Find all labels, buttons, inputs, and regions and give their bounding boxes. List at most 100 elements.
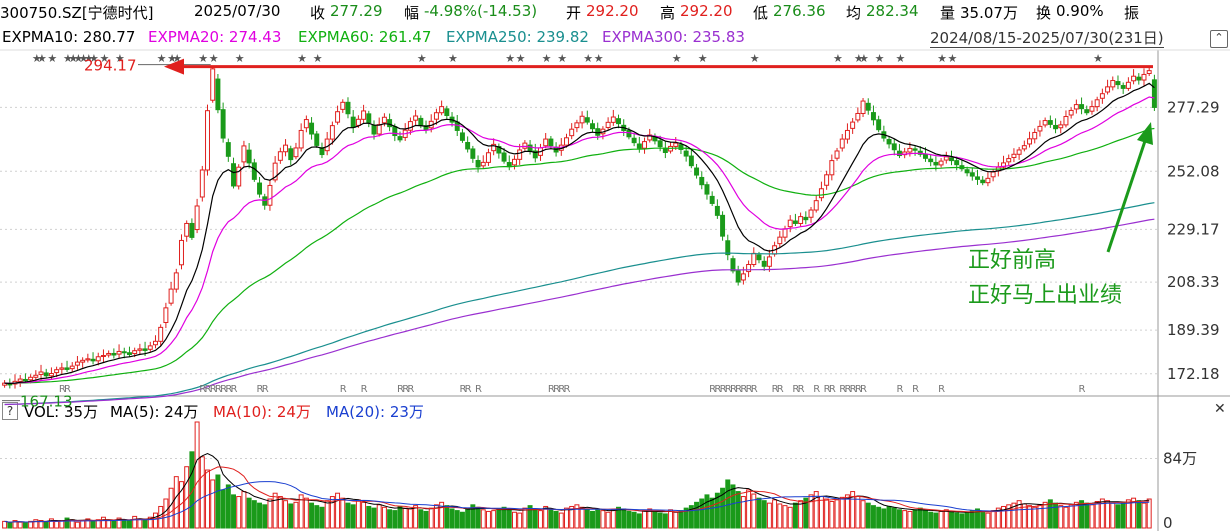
volume-bar [142, 519, 148, 529]
volume-bar [538, 510, 543, 529]
event-r-marker: R [798, 384, 805, 395]
candle-body [454, 121, 460, 131]
event-star-icon: ★ [542, 52, 552, 65]
volume-bar [1032, 506, 1038, 529]
event-r-marker: R [361, 384, 368, 395]
volume-bar [1058, 505, 1064, 529]
green-arrow-line [1106, 137, 1148, 253]
volume-bar [163, 498, 169, 529]
volume-bar [210, 479, 216, 529]
volume-bar [246, 497, 252, 529]
volume-bar [33, 519, 39, 529]
ema60-legend: EXPMA60: 261.47 [298, 28, 432, 46]
event-star-icon: ★ [79, 52, 89, 65]
date-range[interactable]: 2024/08/15-2025/07/30(231日) [930, 27, 1164, 48]
event-r-marker: R [772, 384, 779, 395]
event-star-icon: ★ [583, 52, 593, 65]
volume-bar [584, 509, 590, 529]
candle-body [272, 162, 278, 181]
candle-body [938, 160, 944, 166]
help-icon[interactable]: ? [2, 402, 18, 420]
volume-bar [792, 502, 798, 529]
candle-body [366, 113, 372, 124]
volume-bar [766, 502, 772, 529]
volume-bar [688, 505, 694, 529]
volume-bar [1011, 502, 1017, 529]
event-r-marker: R [210, 384, 217, 395]
candle-body [954, 160, 960, 166]
volume-bar [844, 494, 850, 529]
volume-bar [173, 476, 179, 529]
volume-bar [449, 508, 455, 529]
candle-body [595, 128, 601, 136]
event-r-marker: R [938, 384, 945, 395]
date-range-text: 2024/08/15-2025/07/30(231日) [930, 29, 1164, 47]
event-r-marker: R [751, 384, 758, 395]
candle-body [231, 163, 236, 187]
candle-body [485, 152, 491, 163]
volume-bar [590, 510, 595, 529]
candle-body [257, 182, 263, 195]
volume-bar [902, 510, 908, 529]
candle-body [132, 350, 138, 355]
candle-body [522, 142, 528, 149]
candle-body [100, 355, 106, 358]
event-r-marker: R [777, 384, 784, 395]
candle-body [798, 216, 804, 224]
candle-body [964, 169, 970, 174]
volume-bar [215, 474, 221, 529]
event-r-marker: R [714, 384, 721, 395]
event-star-icon: ★ [937, 52, 947, 65]
volume-bar [621, 508, 627, 529]
candle-body [345, 101, 351, 115]
candle-body [470, 148, 476, 159]
candle-body [714, 205, 720, 216]
candle-body [725, 240, 731, 256]
candle-body [1084, 109, 1090, 114]
candle-body [168, 288, 174, 304]
candle-body [969, 172, 975, 177]
candle-body [314, 133, 320, 146]
candle-body [584, 117, 590, 123]
volume-bar [631, 511, 637, 529]
close-label: 收 [310, 4, 326, 22]
price-tick-label: 189.39 [1167, 321, 1220, 339]
volume-bar [564, 507, 569, 529]
volume-bar [574, 504, 580, 529]
candle-body [782, 228, 788, 238]
volume-bar [485, 510, 491, 529]
volume-bar [43, 521, 49, 529]
candle-body [1151, 79, 1157, 108]
volume-bar [605, 511, 611, 529]
event-r-marker: R [860, 384, 867, 395]
volume-bar [803, 497, 809, 529]
volume-bar [241, 491, 247, 529]
candle-body [813, 200, 819, 211]
collapse-icon[interactable]: ⌃ [1210, 30, 1228, 48]
event-star-icon: ★ [99, 52, 109, 65]
volume-bar [652, 510, 658, 529]
volume-bar [761, 500, 767, 529]
event-star-icon: ★ [73, 52, 83, 65]
volume-bar [855, 496, 861, 529]
volume-bar [818, 496, 824, 529]
volume-bar [943, 509, 949, 529]
volume-legend: VOL: 35万 MA(5): 24万 MA(10): 24万 MA(20): … [0, 399, 1230, 421]
candle-body [860, 100, 866, 114]
candle-body [985, 177, 991, 184]
high-value: 292.20 [680, 2, 733, 20]
candle-body [147, 345, 153, 350]
candle-body [761, 260, 767, 267]
candle-body [194, 205, 200, 231]
volume-bar [376, 504, 382, 529]
volume-bar [324, 500, 330, 529]
volume-bar [912, 509, 918, 529]
volume-bar [985, 512, 991, 529]
volume-bar [64, 517, 70, 529]
volume-bar [111, 520, 117, 529]
candle-body [704, 184, 710, 195]
ma20-legend: MA(20): 23万 [326, 403, 424, 421]
candle-body [355, 118, 361, 126]
annotation-note-line1: 正好前高 [968, 248, 1057, 273]
close-icon[interactable]: ✕ [1214, 401, 1226, 417]
